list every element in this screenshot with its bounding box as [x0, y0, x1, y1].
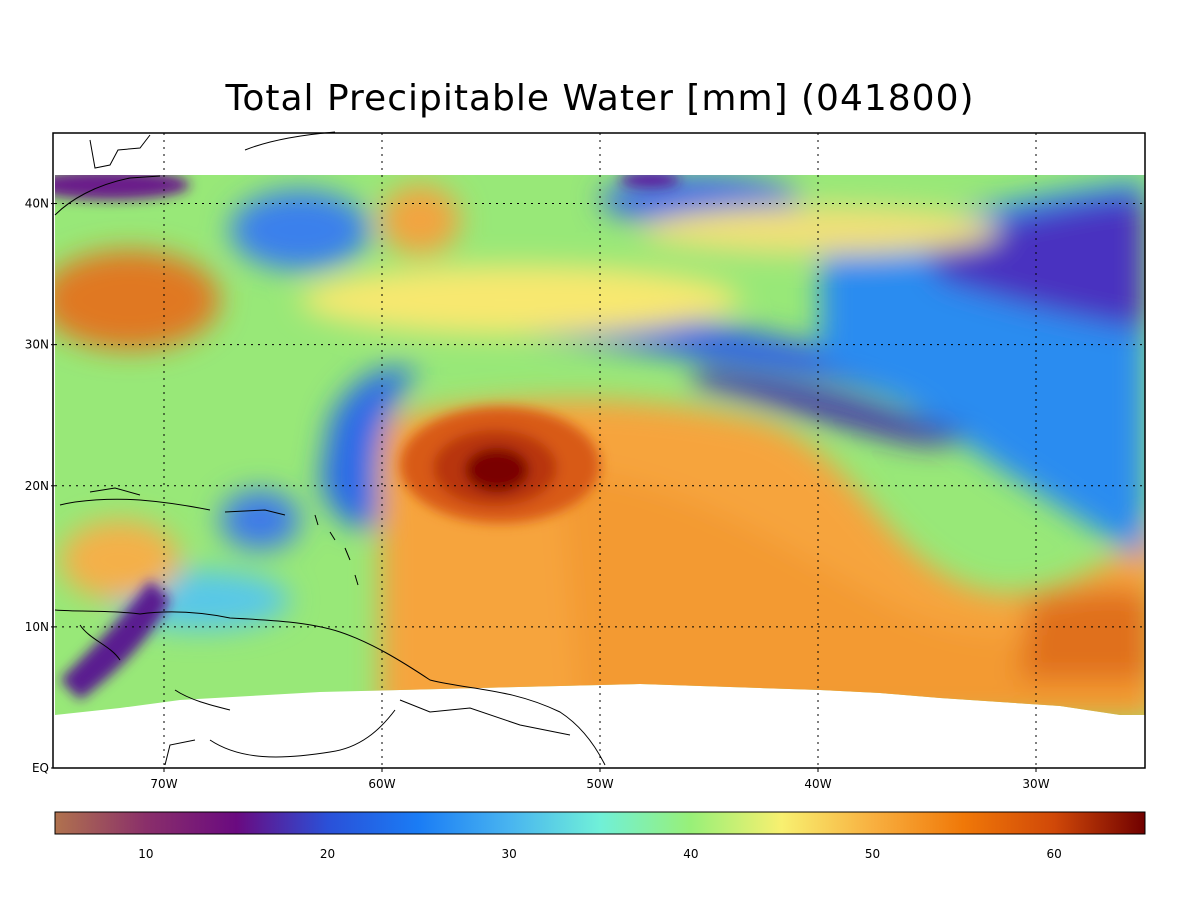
- map-title: Total Precipitable Water [mm] (041800): [225, 78, 975, 119]
- coastlines: [54, 131, 606, 766]
- lon-tick-label: 30W: [1022, 777, 1049, 791]
- lat-tick-label: 40N: [25, 197, 49, 211]
- colorbar-tick-label: 20: [320, 847, 335, 861]
- colorbar-tick-label: 30: [502, 847, 517, 861]
- field-orange-northwest: [55, 250, 220, 350]
- coast-greater-antilles: [59, 487, 286, 516]
- field-purple-stripe: [690, 370, 963, 445]
- colorbar-tick-label: 10: [138, 847, 153, 861]
- precipitable-water-field: [55, 175, 1145, 715]
- colorbar-tick-label: 60: [1047, 847, 1062, 861]
- hurricane-core: [465, 448, 529, 492]
- coast-south-america-interior: [164, 699, 571, 766]
- field-yellow-band: [300, 265, 740, 335]
- field-blue-caribbean: [220, 490, 300, 550]
- lat-tick-label: 20N: [25, 479, 49, 493]
- field-deep-orange-southeast: [1020, 588, 1145, 680]
- lon-tick-label: 50W: [586, 777, 613, 791]
- field-blue-band: [400, 300, 1000, 440]
- colorbar-tick-label: 40: [683, 847, 698, 861]
- colorbar: [54, 811, 1146, 835]
- map-frame: [52, 132, 1146, 769]
- lon-tick-label: 70W: [150, 777, 177, 791]
- field-orange-central: [560, 470, 1145, 715]
- lat-tick-label: EQ: [32, 761, 49, 775]
- coast-south-america: [54, 609, 606, 766]
- field-purple-north: [620, 175, 680, 188]
- field-orange-north: [380, 185, 460, 255]
- field-orange-caribbean: [60, 520, 180, 600]
- lat-tick-label: 30N: [25, 338, 49, 352]
- coast-lesser-antilles: [314, 514, 359, 586]
- lon-tick-label: 60W: [368, 777, 395, 791]
- lat-tick-label: 10N: [25, 620, 49, 634]
- field-purple-southwest: [60, 580, 170, 700]
- colorbar-tick-label: 50: [865, 847, 880, 861]
- map-gridlines: [55, 133, 1145, 768]
- colorbar-tick-labels: 10 20 30 40 50 60: [138, 847, 1062, 861]
- field-blue-north-center: [230, 190, 370, 270]
- lon-tick-label: 40W: [804, 777, 831, 791]
- latitude-tick-labels: 40N 30N 20N 10N EQ: [25, 197, 55, 775]
- field-purple-northwest: [55, 175, 190, 200]
- longitude-tick-labels: 70W 60W 50W 40W 30W: [150, 768, 1050, 791]
- field-blue-arc-west: [320, 367, 420, 528]
- field-yellow-north: [640, 205, 1000, 255]
